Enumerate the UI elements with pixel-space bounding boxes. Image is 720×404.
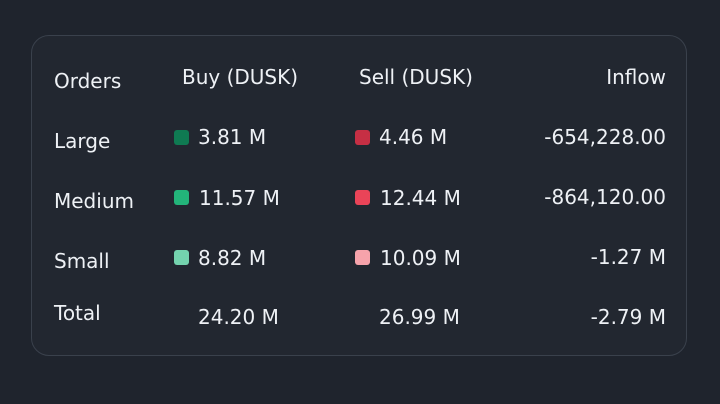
sell-medium-swatch: [355, 190, 370, 205]
header-inflow: Inflow: [606, 65, 666, 89]
inflow-small-value: -1.27 M: [590, 245, 666, 269]
inflow-total-value: -2.79 M: [590, 305, 666, 329]
inflow-medium-value: -864,120.00: [544, 185, 666, 209]
header-orders: Orders: [54, 69, 122, 93]
sell-small-value: 10.09 M: [380, 246, 461, 270]
row-label-medium: Medium: [54, 189, 134, 213]
sell-large-value: 4.46 M: [379, 125, 448, 149]
buy-large-swatch: [174, 130, 189, 145]
header-sell: Sell (DUSK): [359, 65, 473, 89]
inflow-large-value: -654,228.00: [544, 125, 666, 149]
sell-small-swatch: [355, 250, 370, 265]
buy-medium-swatch: [174, 190, 189, 205]
sell-total-value: 26.99 M: [379, 305, 460, 329]
header-buy: Buy (DUSK): [182, 65, 299, 89]
buy-total-value: 24.20 M: [198, 305, 279, 329]
row-label-large: Large: [54, 129, 111, 153]
buy-medium-value: 11.57 M: [199, 186, 280, 210]
buy-large-value: 3.81 M: [198, 125, 267, 149]
sell-medium-value: 12.44 M: [380, 186, 461, 210]
sell-large-swatch: [355, 130, 370, 145]
buy-small-swatch: [174, 250, 189, 265]
row-label-total: Total: [54, 301, 101, 325]
row-label-small: Small: [54, 249, 110, 273]
buy-small-value: 8.82 M: [198, 246, 267, 270]
